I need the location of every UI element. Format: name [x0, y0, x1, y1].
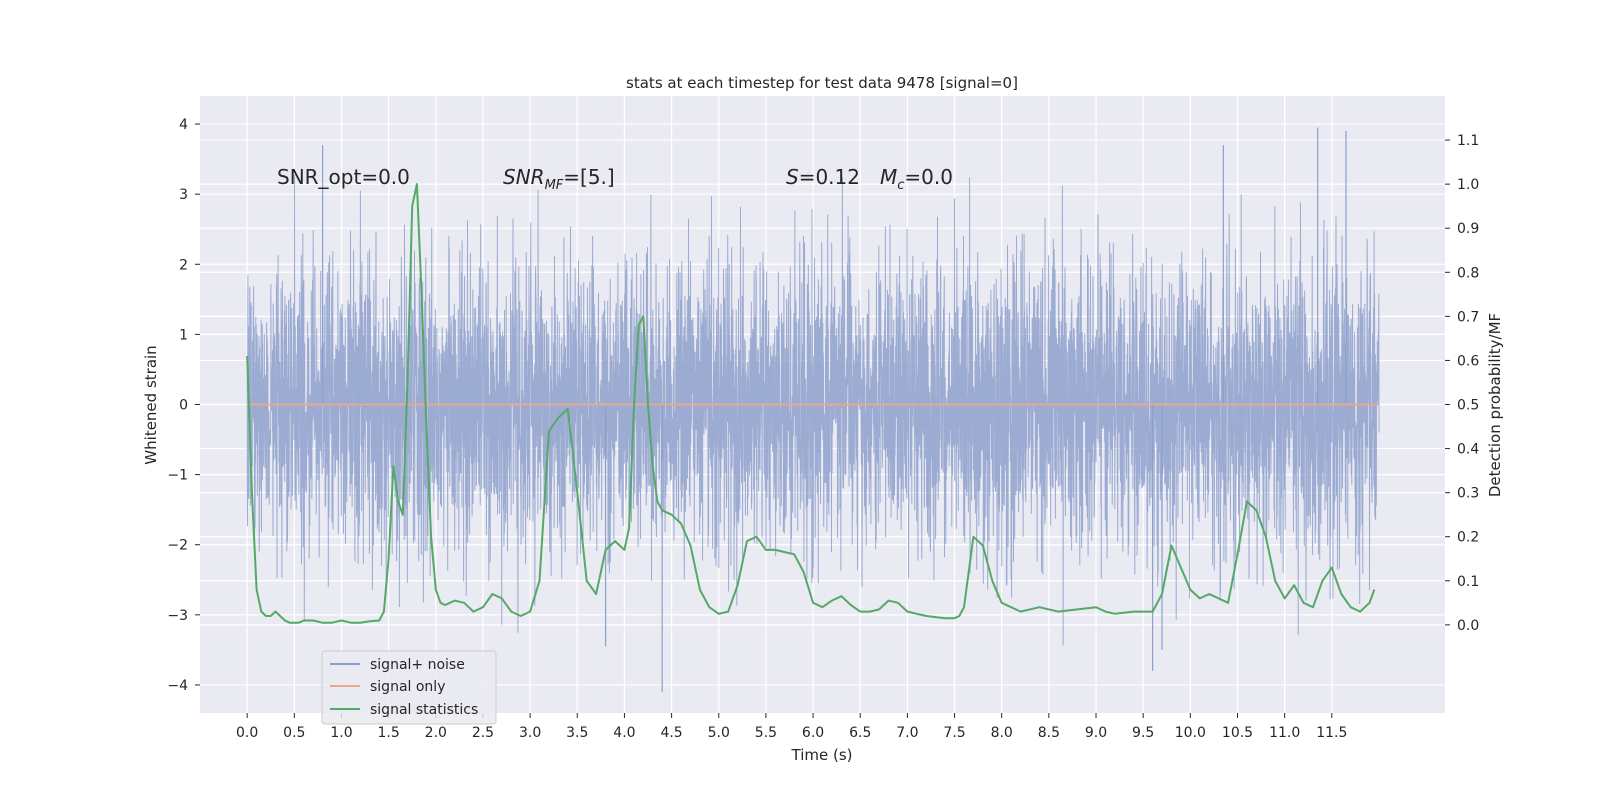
annotation-mc: Mc=0.0 [880, 165, 953, 193]
y-tick-label: 1 [179, 327, 188, 343]
y-tick-label: −1 [167, 468, 188, 484]
x-tick-label: 1.0 [330, 725, 352, 741]
annotation-s-main: S [786, 165, 799, 189]
x-tick-label: 7.5 [943, 725, 965, 741]
x-tick-label: 4.5 [660, 725, 682, 741]
y-tick-labels-right: 1.1 1.0 0.9 0.8 0.7 0.6 0.5 0.4 0.3 0.2 0.1 0.0 [1445, 133, 1479, 634]
x-tick-label: 5.0 [708, 725, 730, 741]
x-tick-label: 8.5 [1038, 725, 1060, 741]
x-tick-labels: 0.0 0.5 1.0 1.5 2.0 2.5 3.0 3.5 4.0 4.5 5.0 5.5 6.0 6… [236, 713, 1347, 741]
y-tick-label: 0 [179, 398, 188, 414]
x-tick-label: 11.0 [1269, 725, 1300, 741]
x-tick-label: 9.0 [1085, 725, 1107, 741]
x-tick-label: 0.0 [236, 725, 258, 741]
x-tick-label: 10.0 [1175, 725, 1206, 741]
x-axis-label: Time (s) [791, 746, 853, 764]
legend-label-signal-only: signal only [370, 679, 445, 695]
y-axis-label-right: Detection probability/MF [1486, 313, 1504, 497]
annotation-snr-mf: SNRMF=[5.] [503, 165, 615, 193]
x-tick-label: 8.0 [991, 725, 1013, 741]
y-right-tick-label: 0.6 [1457, 353, 1479, 369]
annotation-mc-rest: =0.0 [904, 165, 953, 189]
y-right-tick-label: 0.9 [1457, 221, 1479, 237]
y-right-tick-label: 0.5 [1457, 398, 1479, 414]
y-right-tick-label: 0.7 [1457, 309, 1479, 325]
annotation-snr-opt: SNR_opt=0.0 [277, 165, 410, 189]
annotation-s-rest: =0.12 [799, 165, 860, 189]
y-axis-label-left: Whitened strain [142, 345, 160, 464]
x-tick-label: 3.5 [566, 725, 588, 741]
annotation-s: S=0.12 [786, 165, 860, 189]
annotation-mc-main: M [880, 165, 897, 189]
x-tick-label: 9.5 [1132, 725, 1154, 741]
signal-statistics-line [246, 183, 1376, 624]
x-tick-label: 7.0 [896, 725, 918, 741]
y-right-tick-label: 0.8 [1457, 265, 1479, 281]
annotation-snr-mf-sub: MF [545, 178, 564, 193]
x-tick-label: 1.5 [378, 725, 400, 741]
y-tick-label: −2 [167, 538, 188, 554]
y-tick-label: 4 [179, 117, 188, 133]
x-tick-label: 6.0 [802, 725, 824, 741]
annotation-snr-mf-main: SNR [503, 165, 545, 189]
legend-label-signal-statistics: signal statistics [370, 702, 478, 718]
x-tick-label: 3.0 [519, 725, 541, 741]
legend: signal+ noise signal only signal statist… [321, 650, 497, 725]
y-right-tick-label: 0.3 [1457, 486, 1479, 502]
y-right-tick-label: 1.0 [1457, 177, 1479, 193]
chart-title: stats at each timestep for test data 947… [626, 74, 1018, 92]
y-right-tick-label: 0.1 [1457, 574, 1479, 590]
series-signal-noise [246, 127, 1380, 692]
y-tick-label: −4 [167, 678, 188, 694]
x-tick-label: 2.0 [425, 725, 447, 741]
y-right-tick-label: 0.2 [1457, 530, 1479, 546]
legend-label-signal-noise: signal+ noise [370, 657, 465, 673]
x-tick-label: 4.0 [613, 725, 635, 741]
y-right-tick-label: 0.4 [1457, 442, 1479, 458]
series-signal-statistics [246, 183, 1376, 624]
x-tick-label: 11.5 [1316, 725, 1347, 741]
y-tick-label: −3 [167, 608, 188, 624]
x-tick-label: 0.5 [283, 725, 305, 741]
y-tick-label: 3 [179, 187, 188, 203]
y-right-tick-label: 1.1 [1457, 133, 1479, 149]
y-right-tick-label: 0.0 [1457, 618, 1479, 634]
legend-box [321, 650, 497, 725]
x-tick-label: 10.5 [1222, 725, 1253, 741]
x-tick-label: 2.5 [472, 725, 494, 741]
x-tick-label: 5.5 [755, 725, 777, 741]
x-tick-label: 6.5 [849, 725, 871, 741]
signal-noise-trace [246, 174, 1380, 646]
y-tick-labels-left: 4 3 2 1 0 −1 −2 −3 −4 [167, 117, 200, 694]
annotation-snr-mf-rest: =[5.] [563, 165, 614, 189]
annotation-mc-sub: c [897, 178, 904, 193]
y-tick-label: 2 [179, 257, 188, 273]
